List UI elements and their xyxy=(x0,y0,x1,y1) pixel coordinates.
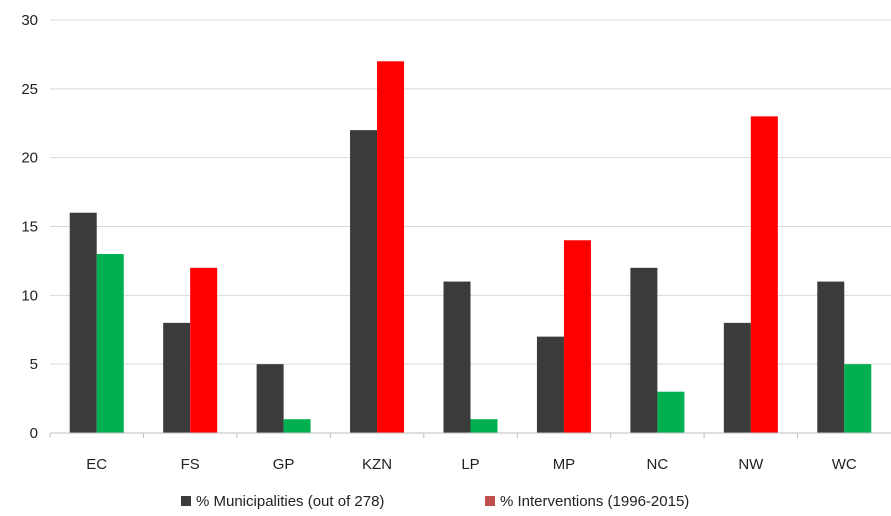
bar-interventions-nw xyxy=(750,116,778,433)
x-tick-label: NW xyxy=(738,456,764,473)
bar-interventions-mp xyxy=(563,240,591,433)
y-tick-label: 10 xyxy=(21,287,38,304)
bar-interventions-wc xyxy=(844,364,872,433)
y-tick-label: 25 xyxy=(21,81,38,98)
bar-municipalities-nc xyxy=(630,267,658,433)
bar-municipalities-nw xyxy=(723,322,751,433)
x-tick-label: MP xyxy=(553,456,576,473)
legend-swatch-municipalities xyxy=(181,496,191,506)
y-tick-label: 0 xyxy=(30,425,38,442)
x-tick-label: FS xyxy=(181,456,200,473)
bar-interventions-ec xyxy=(96,254,124,433)
x-tick-label: KZN xyxy=(362,456,392,473)
bar-interventions-nc xyxy=(657,391,685,433)
bar-municipalities-fs xyxy=(163,322,191,433)
bar-interventions-gp xyxy=(283,419,311,433)
bar-interventions-fs xyxy=(190,267,218,433)
x-tick-label: LP xyxy=(461,456,479,473)
bar-interventions-kzn xyxy=(377,61,405,434)
legend: % Municipalities (out of 278) % Interven… xyxy=(181,493,689,510)
bar-municipalities-ec xyxy=(69,212,97,433)
x-axis-tick-labels: EC FS GP KZN LP MP NC NW WC xyxy=(49,433,857,473)
x-tick-label: GP xyxy=(273,456,295,473)
bar-municipalities-mp xyxy=(536,336,564,433)
x-tick-label: WC xyxy=(832,456,857,473)
x-tick-label: EC xyxy=(86,456,107,473)
bars xyxy=(69,61,872,434)
bar-interventions-lp xyxy=(470,419,498,433)
bar-municipalities-lp xyxy=(443,281,471,433)
bar-municipalities-wc xyxy=(817,281,845,433)
legend-label-municipalities: % Municipalities (out of 278) xyxy=(196,493,384,510)
y-tick-label: 20 xyxy=(21,150,38,167)
legend-swatch-interventions xyxy=(485,496,495,506)
y-tick-label: 5 xyxy=(30,356,38,373)
legend-label-interventions: % Interventions (1996-2015) xyxy=(500,493,689,510)
x-tick-label: NC xyxy=(647,456,669,473)
y-axis-tick-labels: 0 5 10 15 20 25 30 xyxy=(21,12,38,442)
y-tick-label: 30 xyxy=(21,12,38,29)
bar-municipalities-gp xyxy=(256,364,284,433)
y-tick-label: 15 xyxy=(21,219,38,236)
bar-municipalities-kzn xyxy=(350,130,378,433)
